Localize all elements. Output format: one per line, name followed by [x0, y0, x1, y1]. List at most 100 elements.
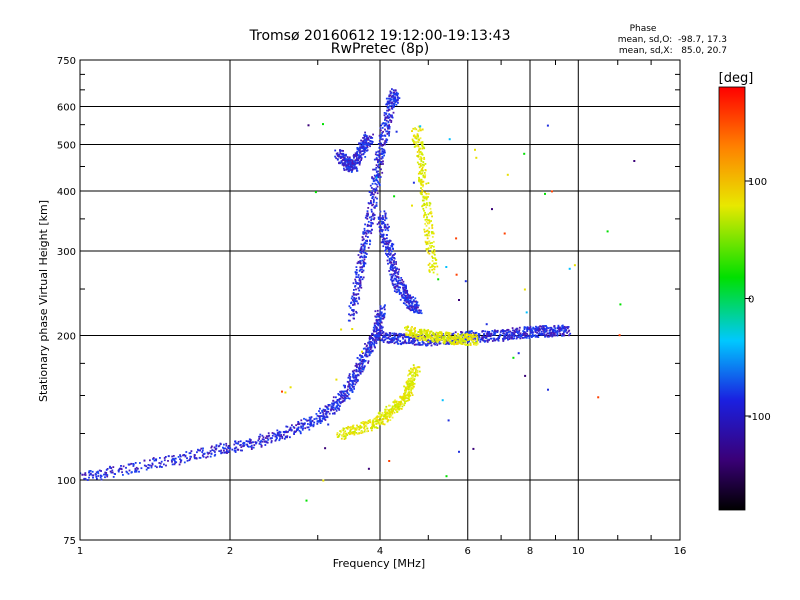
data-point [380, 329, 383, 332]
data-point [406, 387, 409, 390]
data-point [342, 152, 344, 155]
data-point [359, 142, 362, 145]
data-point [379, 313, 381, 315]
data-point [408, 337, 411, 340]
data-point [356, 150, 359, 153]
data-point [426, 339, 429, 342]
data-point [496, 331, 499, 333]
data-point [380, 333, 382, 336]
data-point [373, 345, 376, 348]
data-point [363, 256, 366, 258]
data-point [382, 221, 384, 223]
data-point [413, 333, 416, 336]
data-point [422, 195, 425, 198]
data-point [357, 148, 360, 151]
data-point [100, 470, 102, 472]
data-point [489, 335, 492, 337]
data-point [333, 403, 335, 405]
data-point [350, 427, 353, 430]
data-point [392, 401, 395, 403]
data-point [391, 104, 393, 107]
data-point [436, 334, 438, 337]
data-point [413, 378, 416, 380]
data-point [365, 256, 367, 258]
data-point [538, 332, 541, 334]
data-point [415, 368, 417, 371]
data-point [522, 330, 525, 332]
data-point [113, 473, 116, 475]
noise-point [547, 388, 549, 391]
data-point [449, 341, 452, 344]
data-point [464, 336, 467, 339]
data-point [385, 141, 388, 144]
data-point [486, 330, 489, 333]
data-point [479, 340, 482, 343]
data-point [418, 179, 420, 181]
data-point [348, 383, 351, 386]
data-point [344, 396, 346, 399]
data-point [396, 99, 399, 102]
legend-o-stats: mean, sd,O: -98.7, 17.3 [618, 35, 727, 45]
data-point [155, 459, 157, 462]
data-point [428, 221, 431, 223]
data-point [398, 97, 401, 99]
data-point [420, 169, 423, 172]
data-point [404, 402, 406, 405]
data-point [526, 326, 529, 329]
data-point [362, 140, 364, 142]
data-point [417, 331, 420, 333]
data-point [365, 232, 368, 235]
data-point [426, 229, 429, 232]
data-point [409, 329, 412, 332]
data-point [352, 375, 355, 377]
data-point [278, 439, 281, 442]
data-point [545, 327, 548, 330]
noise-point [335, 378, 338, 381]
data-point [361, 239, 364, 242]
data-point [146, 466, 149, 469]
data-point [364, 252, 367, 255]
data-point [560, 329, 563, 332]
data-point [512, 329, 514, 332]
x-tick-label: 10 [572, 546, 585, 557]
data-point [460, 336, 463, 338]
data-point [531, 336, 533, 338]
data-point [128, 463, 131, 466]
data-point [403, 286, 406, 289]
data-point [347, 166, 350, 168]
data-point [380, 421, 383, 424]
noise-point [441, 399, 444, 402]
data-point [443, 342, 446, 345]
data-point [559, 326, 561, 329]
data-point [391, 88, 393, 90]
data-point [356, 262, 359, 265]
data-point [355, 432, 358, 434]
data-point [392, 274, 394, 277]
data-point [341, 394, 344, 397]
data-point [423, 337, 426, 340]
data-point [410, 337, 412, 339]
data-point [362, 238, 365, 241]
data-point [286, 435, 289, 438]
data-point [385, 217, 388, 220]
data-point [156, 466, 158, 469]
data-point [364, 343, 366, 345]
noise-point [388, 460, 391, 462]
data-point [443, 340, 446, 343]
data-point [375, 419, 378, 422]
data-point [478, 333, 481, 336]
data-point [360, 157, 363, 160]
data-point [355, 381, 358, 384]
data-point [422, 207, 425, 210]
data-point [389, 253, 392, 256]
data-point [376, 313, 378, 316]
data-point [388, 410, 391, 413]
data-point [425, 182, 428, 185]
data-point [370, 200, 372, 202]
data-point [423, 147, 426, 150]
data-point [378, 335, 381, 338]
data-point [340, 390, 343, 393]
data-point [473, 342, 476, 344]
data-point [179, 454, 181, 456]
data-point [362, 360, 365, 362]
